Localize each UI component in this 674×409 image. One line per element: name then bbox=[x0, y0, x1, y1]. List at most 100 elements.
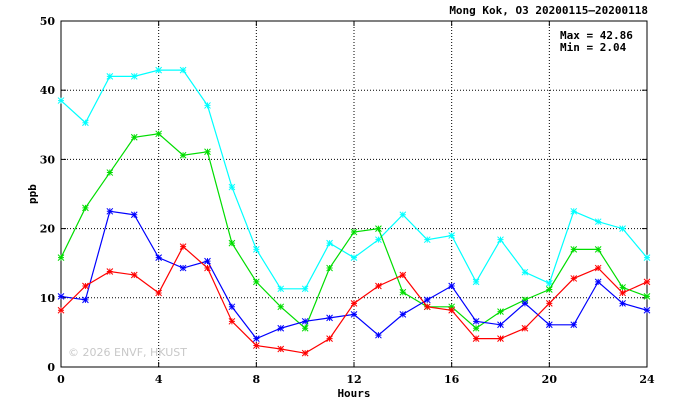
data-point-marker bbox=[375, 331, 382, 339]
min-annotation: Min = 2.04 bbox=[560, 41, 627, 54]
data-point-marker bbox=[204, 102, 211, 109]
data-point-marker bbox=[545, 279, 553, 287]
data-point-marker bbox=[399, 311, 407, 318]
data-point-marker bbox=[82, 282, 89, 290]
data-point-marker bbox=[545, 286, 553, 293]
data-point-marker bbox=[399, 288, 407, 296]
data-point-marker bbox=[375, 282, 382, 290]
data-point-marker bbox=[594, 264, 602, 272]
data-point-marker bbox=[448, 282, 456, 290]
y-tick-label: 30 bbox=[40, 153, 56, 166]
x-tick-label: 0 bbox=[57, 373, 65, 386]
x-tick-label: 4 bbox=[155, 373, 163, 386]
data-point-marker bbox=[375, 236, 382, 244]
data-point-marker bbox=[326, 314, 333, 322]
data-point-marker bbox=[82, 296, 89, 304]
data-point-marker bbox=[497, 321, 504, 329]
data-point-marker bbox=[350, 299, 358, 307]
data-point-marker bbox=[106, 268, 114, 275]
data-point-marker bbox=[326, 335, 333, 342]
y-tick-label: 20 bbox=[40, 223, 56, 236]
series-0 bbox=[57, 66, 651, 293]
data-point-marker bbox=[301, 324, 309, 332]
data-point-marker bbox=[448, 303, 456, 311]
data-point-marker bbox=[179, 66, 187, 74]
x-tick-label: 8 bbox=[253, 373, 261, 386]
data-point-marker bbox=[179, 264, 187, 272]
data-point-marker bbox=[497, 236, 504, 244]
data-point-marker bbox=[106, 73, 114, 80]
data-point-marker bbox=[57, 293, 65, 300]
data-point-marker bbox=[594, 246, 602, 253]
data-point-marker bbox=[277, 285, 285, 293]
data-point-marker bbox=[350, 228, 358, 236]
x-tick-label: 20 bbox=[542, 373, 558, 386]
data-point-marker bbox=[179, 151, 187, 159]
data-point-marker bbox=[277, 324, 285, 332]
data-point-marker bbox=[521, 296, 529, 304]
data-point-marker bbox=[399, 271, 407, 279]
data-point-marker bbox=[497, 308, 504, 315]
data-point-marker bbox=[399, 211, 407, 219]
data-point-marker bbox=[472, 324, 480, 332]
series-3 bbox=[57, 243, 651, 357]
series-line bbox=[60, 245, 648, 354]
data-point-marker bbox=[350, 254, 358, 262]
data-point-marker bbox=[82, 204, 89, 212]
data-point-marker bbox=[106, 207, 114, 215]
data-point-marker bbox=[106, 169, 114, 176]
data-point-marker bbox=[228, 317, 236, 325]
data-point-marker bbox=[204, 257, 211, 265]
data-point-marker bbox=[497, 335, 504, 342]
data-point-marker bbox=[252, 342, 260, 349]
data-point-marker bbox=[570, 207, 578, 215]
data-point-marker bbox=[57, 97, 65, 104]
x-tick-label: 24 bbox=[639, 373, 655, 386]
data-point-marker bbox=[448, 232, 456, 239]
data-point-marker bbox=[228, 303, 236, 311]
data-point-marker bbox=[155, 66, 163, 74]
data-point-marker bbox=[619, 299, 626, 307]
data-point-marker bbox=[594, 278, 602, 286]
data-point-marker bbox=[204, 264, 211, 272]
data-point-marker bbox=[423, 303, 431, 311]
data-point-marker bbox=[423, 296, 431, 304]
data-point-marker bbox=[179, 243, 187, 250]
max-annotation: Max = 42.86 bbox=[560, 29, 633, 42]
data-point-marker bbox=[350, 311, 358, 318]
data-point-marker bbox=[643, 278, 651, 286]
data-point-marker bbox=[643, 254, 651, 262]
data-point-marker bbox=[204, 148, 211, 156]
data-point-marker bbox=[545, 321, 553, 329]
watermark: © 2026 ENVF, HKUST bbox=[68, 346, 187, 359]
data-point-marker bbox=[326, 264, 333, 272]
data-point-marker bbox=[301, 317, 309, 325]
data-point-marker bbox=[252, 278, 260, 286]
data-point-marker bbox=[619, 289, 626, 297]
data-point-marker bbox=[521, 299, 529, 307]
data-point-marker bbox=[301, 285, 309, 293]
data-point-marker bbox=[277, 303, 285, 311]
data-point-marker bbox=[472, 278, 480, 286]
y-tick-label: 50 bbox=[40, 15, 56, 28]
data-point-marker bbox=[619, 284, 626, 291]
data-point-marker bbox=[448, 306, 456, 314]
series-1 bbox=[57, 130, 651, 332]
data-point-marker bbox=[619, 225, 626, 232]
data-point-marker bbox=[643, 306, 651, 314]
data-point-marker bbox=[472, 335, 480, 342]
chart-title: Mong Kok, O3 20200115–20200118 bbox=[449, 4, 648, 17]
x-axis-label: Hours bbox=[337, 387, 370, 400]
y-tick-label: 10 bbox=[40, 292, 56, 305]
data-point-marker bbox=[643, 293, 651, 300]
data-point-marker bbox=[155, 289, 163, 297]
data-point-marker bbox=[375, 225, 382, 232]
data-point-marker bbox=[130, 211, 138, 219]
data-point-marker bbox=[277, 345, 285, 353]
y-tick-label: 40 bbox=[40, 84, 56, 97]
x-tick-label: 16 bbox=[444, 373, 460, 386]
data-point-marker bbox=[130, 271, 138, 279]
data-point-marker bbox=[521, 268, 529, 276]
data-point-marker bbox=[301, 349, 309, 357]
